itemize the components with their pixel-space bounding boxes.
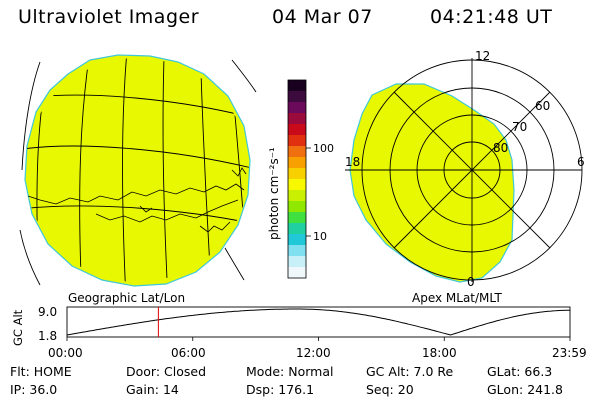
geographic-latitude: GLat: 66.3: [487, 364, 553, 379]
alt-tick-high: 9.0: [38, 305, 57, 319]
colorbar-swatch: [288, 190, 306, 202]
left-map-projection-label: Geographic Lat/Lon: [68, 291, 185, 305]
colorbar-swatch: [288, 157, 306, 169]
colorbar-swatch: [288, 135, 306, 147]
door-status: Door: Closed: [126, 364, 207, 379]
observation-date: 04 Mar 07: [272, 6, 373, 28]
mode-status: Mode: Normal: [246, 364, 334, 379]
instrument-title: Ultraviolet Imager: [18, 6, 200, 28]
colorbar-swatch: [288, 113, 306, 125]
observation-time: 04:21:48 UT: [430, 6, 553, 28]
polar-grid: [345, 58, 583, 282]
polar-auroral-image: [349, 83, 515, 283]
mlt-label-18: 18: [345, 155, 360, 169]
altitude-plot-ticks: [66, 337, 571, 341]
altitude-axis-label: GC Alt: [11, 309, 25, 346]
alt-tick-low: 1.8: [38, 329, 57, 343]
mlt-label-6: 6: [577, 155, 585, 169]
altitude-plot: 9.0 1.8 GC Alt 00:00 06:00 12:00 18:00 2…: [11, 305, 587, 360]
colorbar-swatch: [288, 168, 306, 180]
colorbar-swatch: [288, 201, 306, 213]
colorbar-swatch: [288, 245, 306, 257]
colorbar-swatch: [288, 80, 306, 92]
right-map-projection-label: Apex MLat/MLT: [412, 291, 502, 305]
display-value: Dsp: 176.1: [246, 382, 315, 397]
geographic-auroral-image: [24, 54, 251, 287]
colorbar-swatch: [288, 234, 306, 246]
outer-graticule-arcs: [19, 59, 257, 286]
coastlines: [27, 167, 247, 233]
colorbar-swatch: [288, 223, 306, 235]
mlt-label-0: 0: [467, 275, 475, 289]
mlat-label-80: 80: [493, 141, 508, 155]
colorbar-swatches: [288, 80, 306, 279]
sequence-value: Seq: 20: [366, 382, 414, 397]
mlat-label-70: 70: [512, 120, 527, 134]
time-tick-3: 18:00: [422, 346, 457, 360]
colorbar-swatch: [288, 102, 306, 114]
colorbar-swatch: [288, 256, 306, 268]
colorbar-swatch: [288, 212, 306, 224]
colorbar-swatch: [288, 146, 306, 158]
mlat-label-60: 60: [535, 99, 550, 113]
polar-map: 12 18 6 0 60 70 80: [345, 49, 585, 289]
colorbar-swatch: [288, 179, 306, 191]
time-tick-2: 12:00: [296, 346, 331, 360]
geographic-map: [19, 54, 257, 287]
flight-status: Flt: HOME: [10, 364, 72, 379]
colorbar-frame: [287, 79, 307, 279]
gc-altitude: GC Alt: 7.0 Re: [366, 364, 454, 379]
ip-value: IP: 36.0: [10, 382, 58, 397]
colorbar-tick-100: 100: [313, 142, 334, 155]
colorbar-tick-10: 10: [313, 230, 327, 243]
colorbar-swatch: [288, 267, 306, 279]
intensity-colorbar: 100 10 photon cm⁻²s⁻¹: [267, 79, 334, 279]
colorbar-unit-label: photon cm⁻²s⁻¹: [267, 147, 281, 240]
colorbar-swatch: [288, 124, 306, 136]
gain-value: Gain: 14: [126, 382, 179, 397]
mlt-label-12: 12: [475, 49, 490, 63]
time-tick-0: 00:00: [48, 346, 83, 360]
geographic-longitude: GLon: 241.8: [487, 382, 563, 397]
time-tick-4: 23:59: [552, 346, 587, 360]
colorbar-swatch: [288, 91, 306, 103]
time-tick-1: 06:00: [171, 346, 206, 360]
altitude-curve: [66, 308, 570, 336]
